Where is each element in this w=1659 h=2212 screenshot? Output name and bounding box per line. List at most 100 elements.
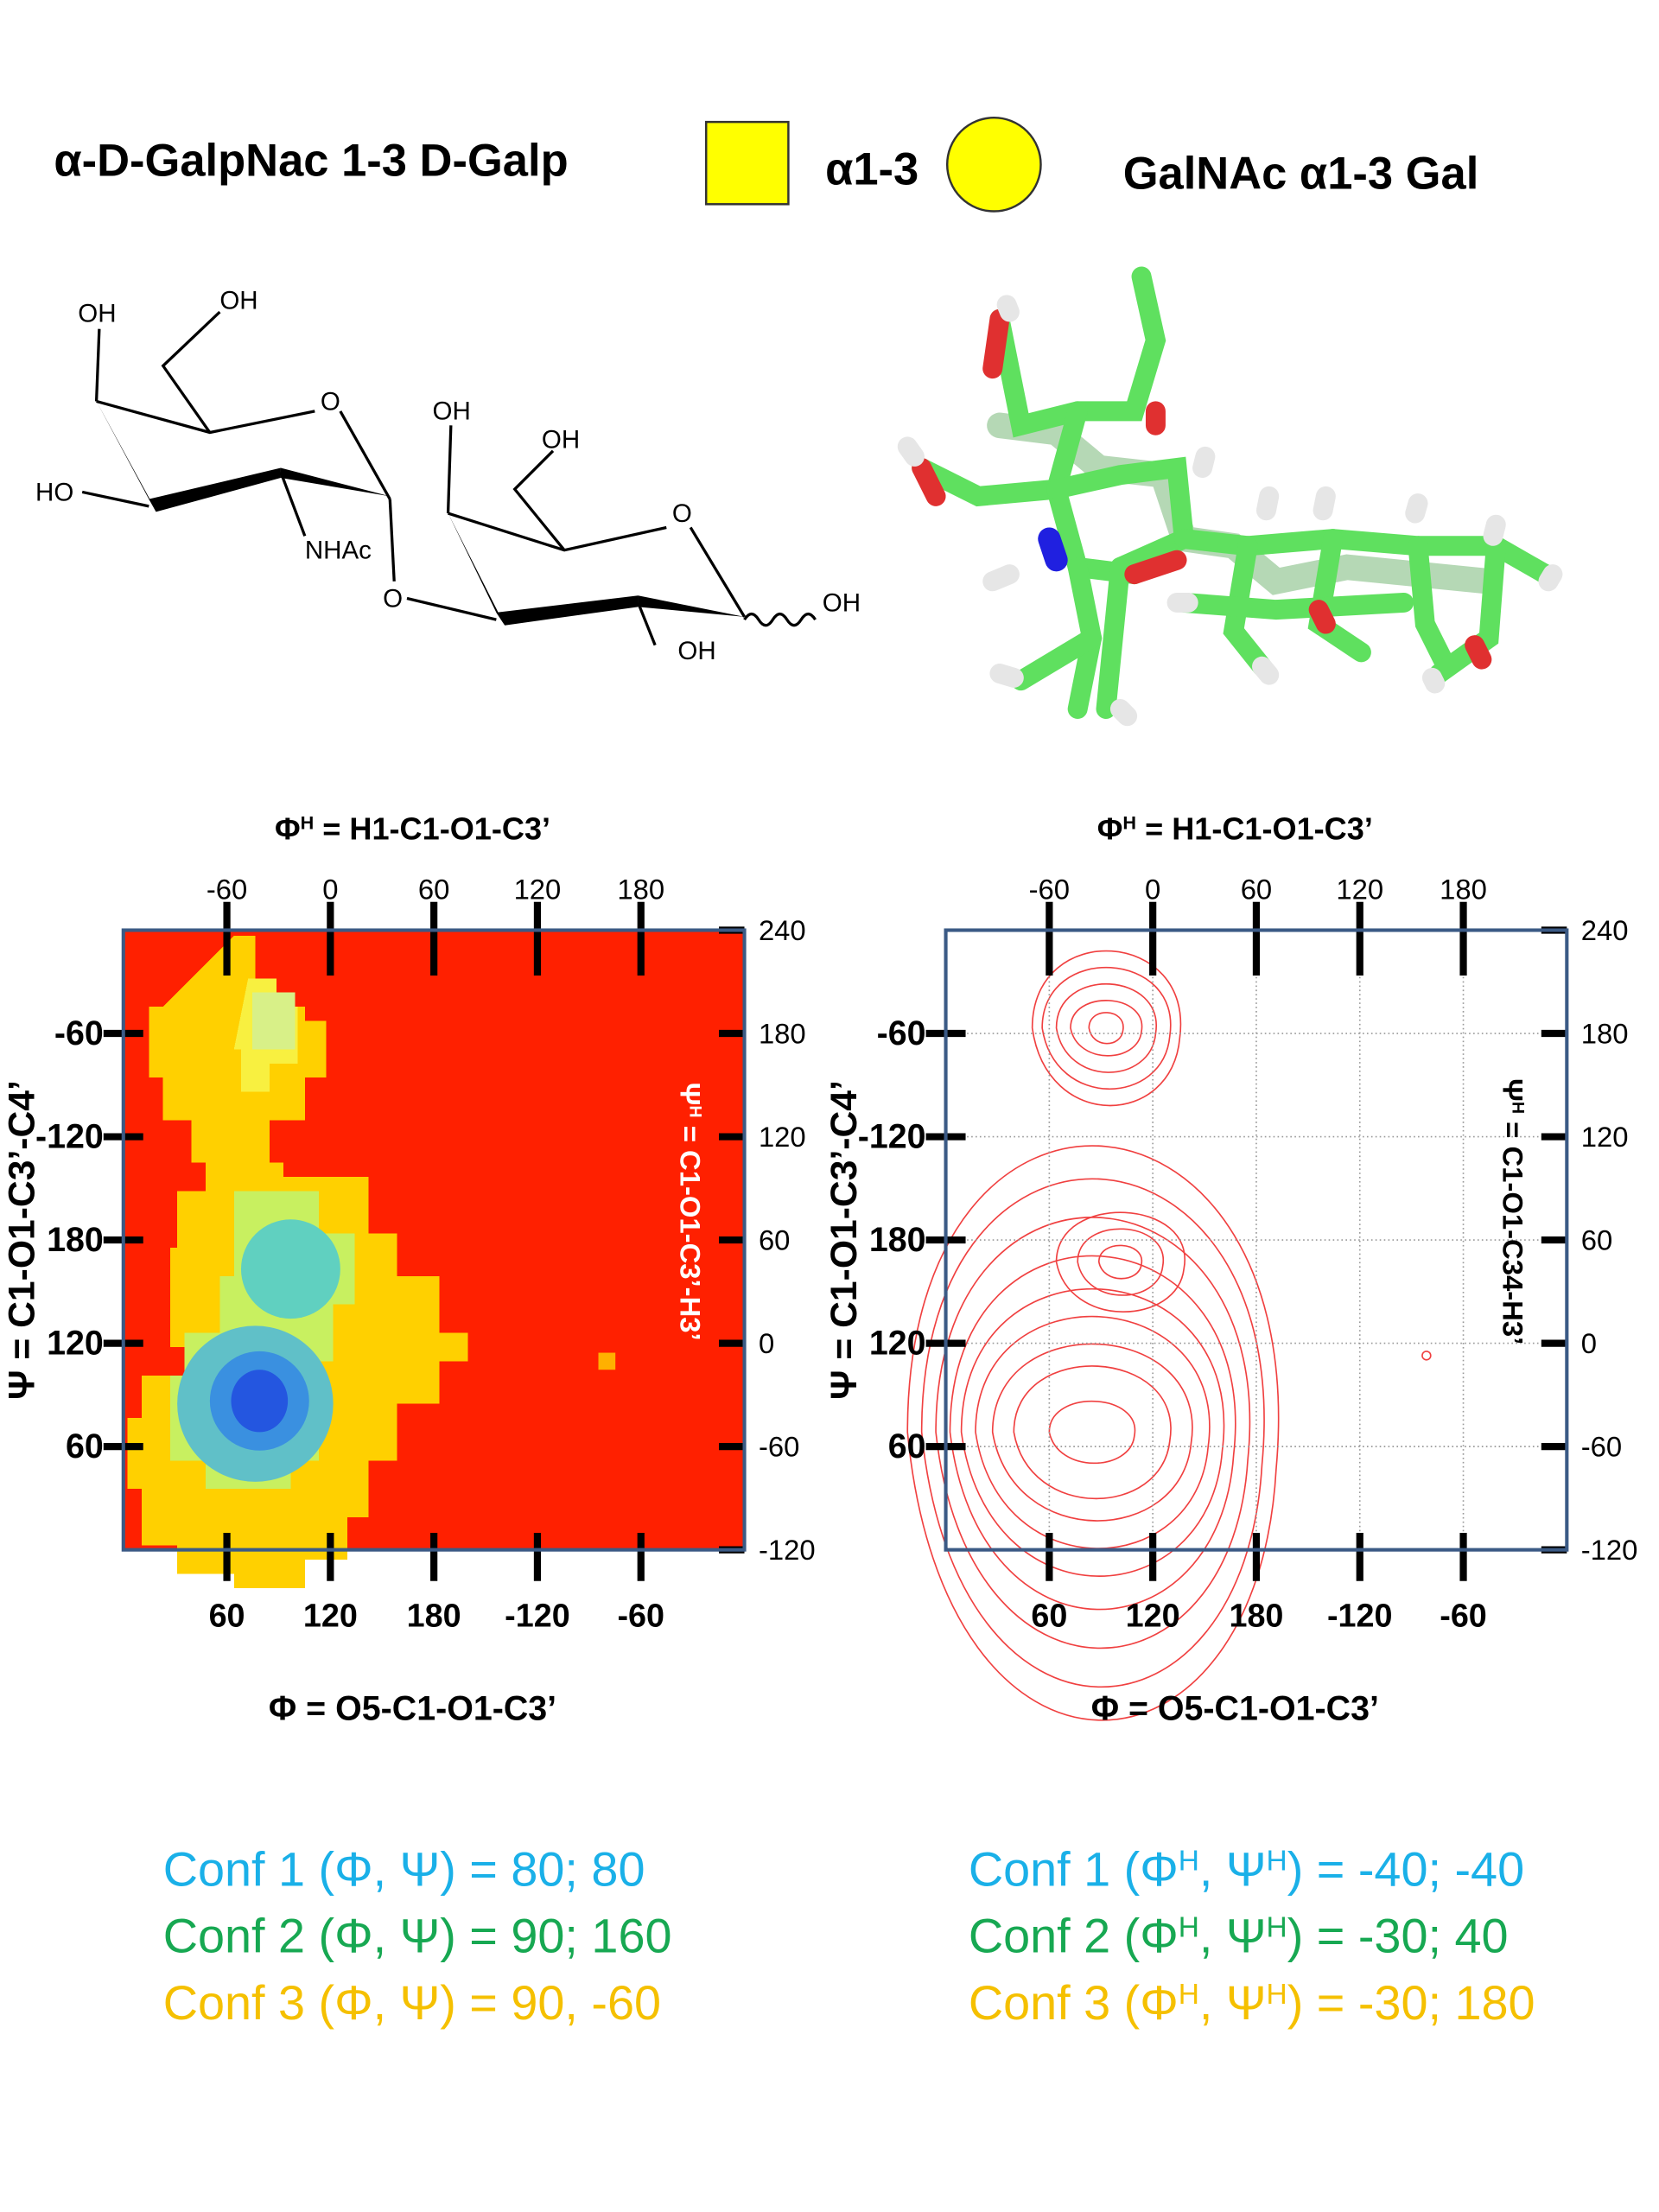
contour xyxy=(1421,1351,1432,1361)
y-tick-label: 60 xyxy=(888,1427,926,1465)
conf-line-part: Conf 2 (Φ xyxy=(969,1909,1179,1963)
y2-tick-label: -60 xyxy=(1581,1431,1622,1463)
conf-line-part: ) = -40; -40 xyxy=(1287,1842,1524,1897)
conf-line-part: ) = -30; 40 xyxy=(1287,1909,1509,1963)
conf-line-part: , Ψ xyxy=(1199,1909,1267,1963)
x2-axis-label-part: = H1-C1-O1-C3’ xyxy=(314,810,550,846)
contour-lines xyxy=(906,950,1432,1721)
x2-tick-label: -60 xyxy=(1029,873,1070,905)
x2-tick-label: 180 xyxy=(1440,873,1487,905)
contour xyxy=(1048,1400,1136,1465)
x2-axis-label-part: Φ xyxy=(275,810,301,846)
contour xyxy=(1041,966,1172,1090)
atom-label: O xyxy=(383,584,403,613)
x-tick-label: -60 xyxy=(1440,1597,1487,1633)
y2-tick-label: 120 xyxy=(1581,1121,1629,1153)
y-axis-label: Ψ = C1-O1-C3’-C4’ xyxy=(823,1080,865,1400)
left-title: α-D-GalpNac 1-3 D-Galp xyxy=(54,135,568,186)
atom-label: NHAc xyxy=(305,537,372,565)
contour xyxy=(960,1287,1225,1577)
conf-line: Conf 1 (Φ, Ψ) = 80; 80 xyxy=(163,1842,645,1897)
y2-axis-label-part: Ψ xyxy=(675,1083,707,1106)
y-tick-label: 60 xyxy=(66,1427,104,1465)
x-axis-label: Φ = O5-C1-O1-C3’ xyxy=(269,1690,556,1728)
heat-peak xyxy=(231,1370,289,1433)
conf-line-part: , Ψ xyxy=(1199,1975,1267,2030)
conf-line-sup: H xyxy=(1179,1978,1199,2010)
conformations: Conf 1 (Φ, Ψ) = 80; 80 Conf 2 (Φ, Ψ) = 90… xyxy=(163,1842,1535,2030)
y2-axis-label-sup: H xyxy=(1508,1102,1527,1114)
x2-axis-label: ΦH = H1-C1-O1-C3’ xyxy=(1097,810,1373,846)
conf-line: Conf 3 (ΦH, ΨH) = -30; 180 xyxy=(969,1975,1535,2030)
y2-axis-label-part: = C1-O1-C3’-H3’ xyxy=(675,1118,707,1341)
x2-tick-label: -60 xyxy=(207,873,247,905)
y2-tick-label: 120 xyxy=(759,1121,806,1153)
contour xyxy=(1077,1228,1164,1296)
atom-label: OH xyxy=(542,426,580,454)
conf-line-part: ) = -30; 180 xyxy=(1287,1975,1535,2030)
conf-line-sup: H xyxy=(1179,1845,1199,1877)
structure-wedges xyxy=(96,401,745,626)
atom-label: OH xyxy=(823,588,861,617)
atom-label: O xyxy=(321,387,340,416)
y2-axis-label-part: Ψ xyxy=(1497,1078,1529,1102)
x2-tick-label: 180 xyxy=(617,873,664,905)
contour xyxy=(906,1145,1280,1721)
atom-label: OH xyxy=(677,637,715,665)
x2-tick-label: 60 xyxy=(418,873,450,905)
charts: 60 120 180 -120 -60 -60 0 60 120 180 -60 -120 180 120… xyxy=(1,810,1637,1727)
x-tick-label: 120 xyxy=(303,1597,358,1633)
y2-tick-label: -120 xyxy=(759,1534,816,1566)
x2-axis-label-part: Φ xyxy=(1097,810,1123,846)
contour xyxy=(975,1315,1211,1549)
plot-border xyxy=(944,928,1569,1552)
y2-axis-label-part: = C1-O1-C34-H3’ xyxy=(1497,1114,1529,1344)
conf-line-part: Conf 3 (Φ, Ψ) = 90, -60 xyxy=(163,1975,661,2030)
conf-line: Conf 1 (ΦH, ΨH) = -40; -40 xyxy=(969,1842,1524,1897)
contour xyxy=(1097,1244,1142,1280)
y2-tick-label: 180 xyxy=(1581,1018,1629,1050)
x-tick-label: 180 xyxy=(407,1597,461,1633)
contour xyxy=(1055,1211,1185,1313)
y2-tick-label: 0 xyxy=(1581,1327,1597,1359)
x-tick-label: -60 xyxy=(617,1597,664,1633)
conf-line: Conf 3 (Φ, Ψ) = 90, -60 xyxy=(163,1975,661,2030)
y2-tick-label: 0 xyxy=(759,1327,774,1359)
contour xyxy=(1088,1012,1124,1045)
conf-line-part: Conf 1 (Φ xyxy=(969,1842,1179,1897)
heat-speck xyxy=(598,1352,616,1370)
x2-tick-label: 120 xyxy=(1336,873,1383,905)
x-tick-label: 60 xyxy=(209,1597,245,1633)
x-tick-label: -120 xyxy=(505,1597,570,1633)
linkage: α1-3 xyxy=(825,143,918,194)
conf-line-sup: H xyxy=(1267,1911,1287,1943)
y2-axis-label: ΨH = C1-O1-C3’-H3’ xyxy=(675,1083,707,1341)
y-tick-label: 120 xyxy=(47,1325,104,1363)
conf-line-sup: H xyxy=(1267,1978,1287,2010)
atom-label: OH xyxy=(219,287,257,315)
gal-circle xyxy=(945,116,1042,213)
conf-line-part: Conf 3 (Φ xyxy=(969,1975,1179,2030)
contour xyxy=(1055,982,1157,1073)
contour xyxy=(1070,1000,1143,1057)
plot-border xyxy=(121,928,747,1552)
atom-label: O xyxy=(672,499,692,528)
conf-line-sup: H xyxy=(1267,1845,1287,1877)
y-axis-label: Ψ = C1-O1-C3’-C4’ xyxy=(1,1080,42,1400)
x2-tick-label: 60 xyxy=(1241,873,1273,905)
x2-axis-label-part: = H1-C1-O1-C3’ xyxy=(1136,810,1373,846)
y2-tick-label: 240 xyxy=(759,914,806,946)
contour xyxy=(920,1178,1265,1688)
conf-line-sup: H xyxy=(1179,1911,1199,1943)
conf-line-part: Conf 1 (Φ, Ψ) = 80; 80 xyxy=(163,1842,645,1897)
x-tick-label: 60 xyxy=(1031,1597,1067,1633)
y2-tick-label: -120 xyxy=(1581,1534,1638,1566)
conf-line: Conf 2 (Φ, Ψ) = 90; 160 xyxy=(163,1909,672,1963)
right-title: GalNAc α1-3 Gal xyxy=(1123,148,1479,199)
contour xyxy=(1013,1365,1172,1500)
atom-label: OH xyxy=(433,397,471,426)
y-tick-label: -60 xyxy=(877,1014,926,1052)
y-tick-label: 120 xyxy=(869,1325,926,1363)
